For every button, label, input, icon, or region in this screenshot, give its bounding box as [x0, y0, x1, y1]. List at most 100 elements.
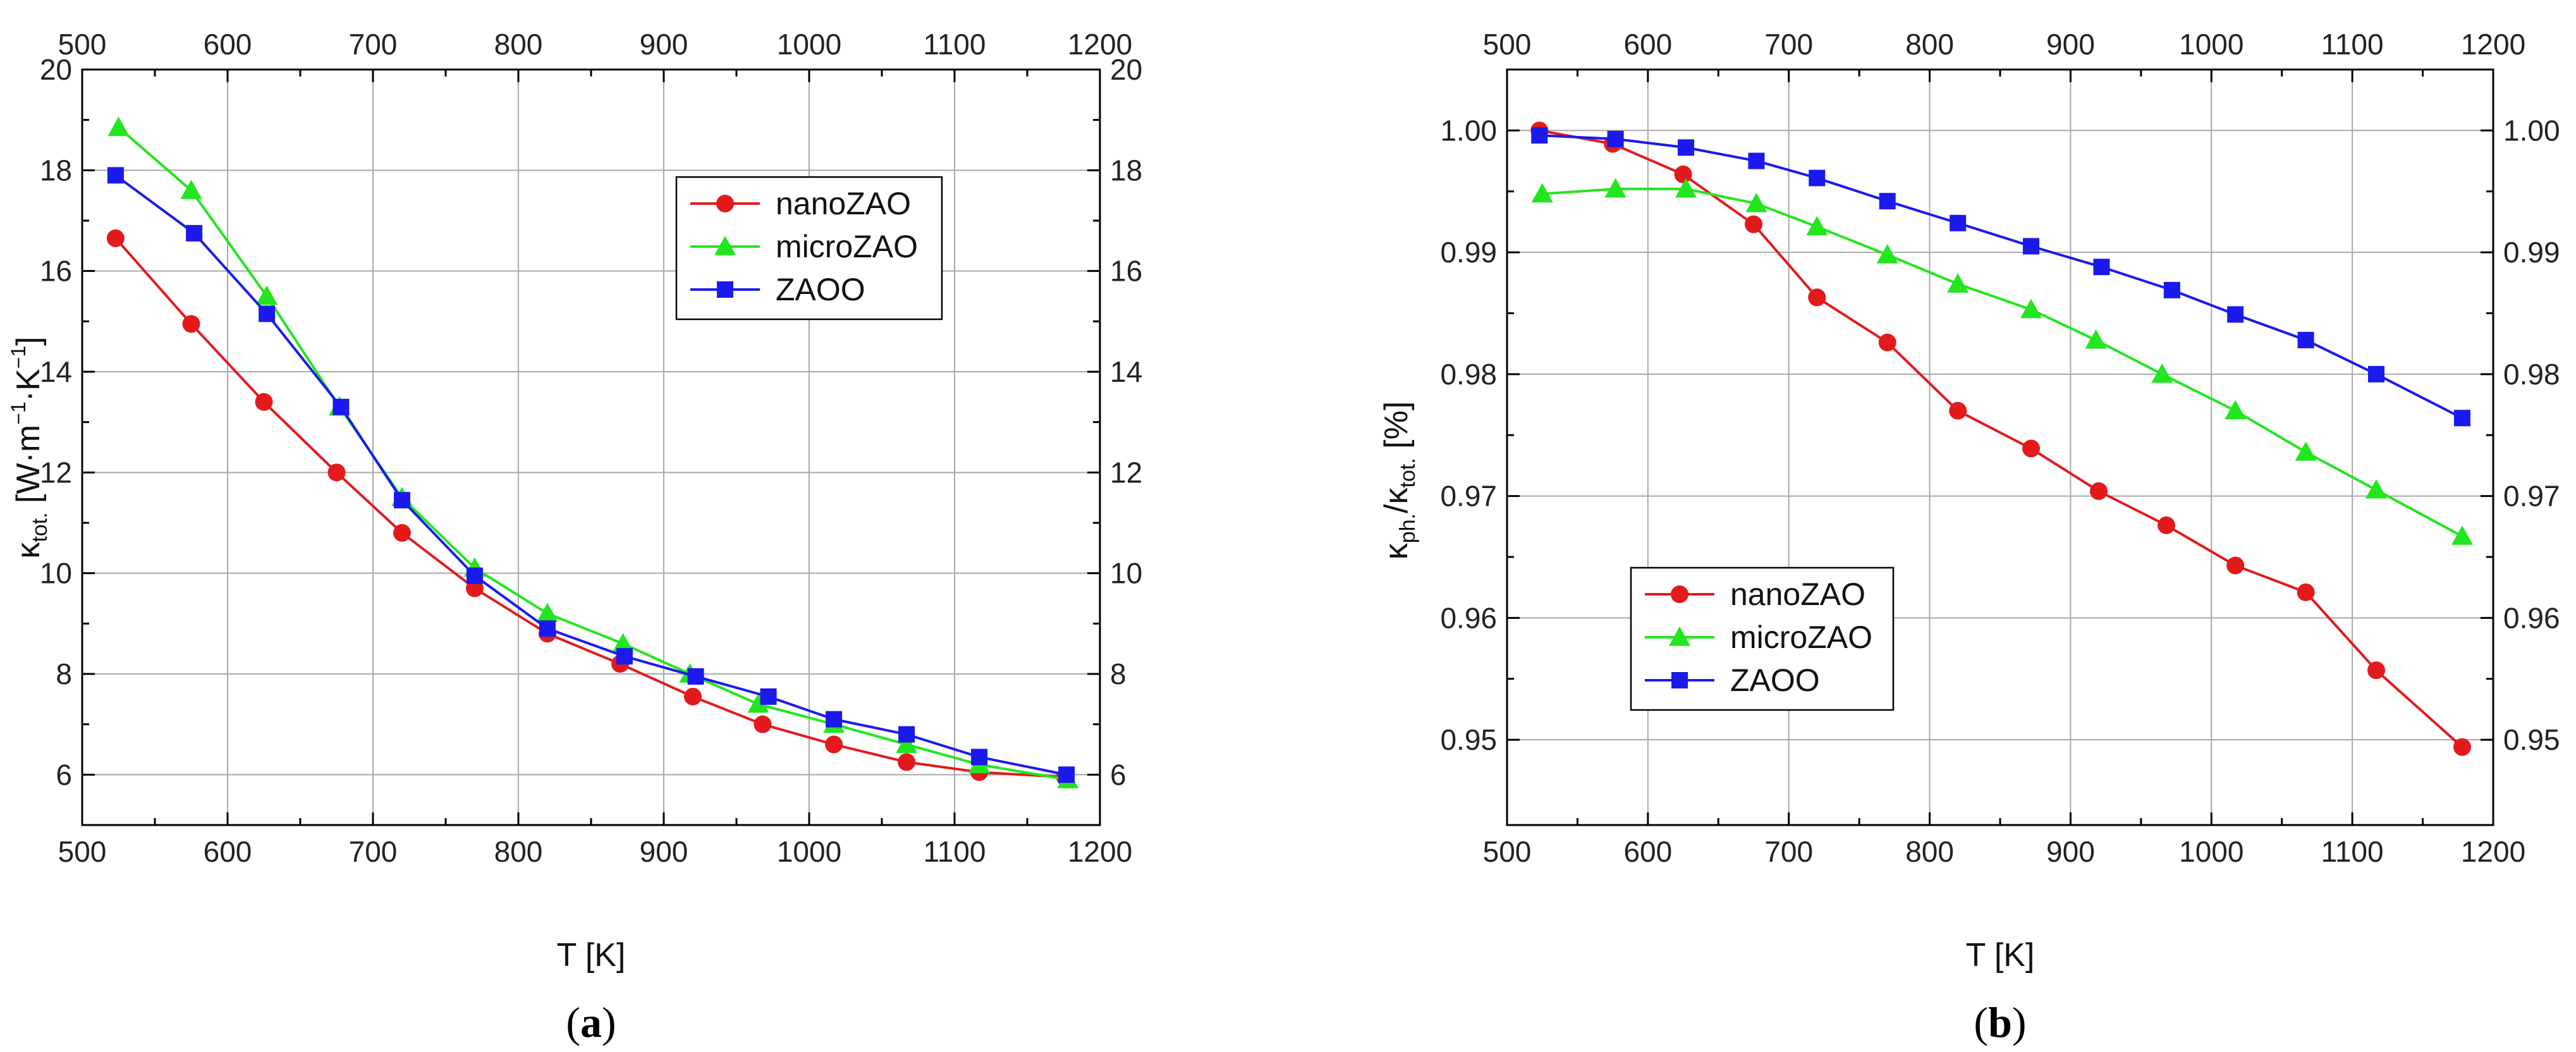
y-tick-label-right: 6	[1110, 758, 1126, 791]
y-axis-label: κtot. [W·m−1·K−1]	[7, 336, 52, 558]
x-tick-label-top: 900	[640, 28, 688, 61]
panel-letter-b: b	[1988, 998, 2012, 1046]
y-tick-label-right: 12	[1110, 456, 1142, 489]
data-point	[333, 398, 350, 415]
y-tick-label: 20	[40, 53, 72, 86]
series-line	[1539, 134, 2463, 420]
y-tick-label-right: 0.98	[2503, 358, 2560, 391]
y-tick-label-right: 8	[1110, 658, 1126, 690]
data-point	[747, 693, 769, 713]
series-line	[114, 174, 1067, 776]
ylabel-slash: /	[1378, 504, 1415, 513]
series-line	[114, 237, 1065, 779]
x-tick-label-top: 800	[494, 28, 543, 61]
x-tick-label-top: 600	[204, 28, 252, 61]
data-point	[539, 620, 556, 637]
data-point	[1806, 216, 1828, 236]
ylabel-unit-mid: ·K	[10, 369, 47, 401]
x-tick-label: 1200	[1068, 835, 1132, 868]
y-tick-label-right: 10	[1110, 557, 1142, 590]
series-line	[1539, 129, 2463, 749]
x-tick-label: 1100	[2321, 835, 2384, 868]
y-tick-label: 10	[40, 557, 72, 590]
y-tick-label: 0.99	[1440, 236, 1497, 269]
y-tick-label-right: 16	[1110, 255, 1142, 288]
x-tick-label: 1000	[2179, 835, 2243, 868]
legend: nanoZAO microZAO ZAOO	[1630, 566, 1895, 711]
y-tick-label: 12	[40, 456, 72, 489]
x-tick-label: 700	[1764, 835, 1813, 868]
data-point	[1748, 152, 1765, 169]
data-point	[1678, 139, 1695, 156]
data-point	[467, 567, 483, 584]
x-tick-label-top: 1000	[2179, 28, 2243, 61]
panel-letter-a: a	[580, 998, 602, 1046]
y-tick-label-right: 1.00	[2503, 114, 2560, 147]
data-point	[2453, 738, 2471, 756]
legend-marker	[716, 195, 734, 212]
series-ZAOO	[1531, 127, 2470, 427]
x-tick-label: 500	[58, 835, 107, 868]
ylabel-sub-num: ph.	[1396, 513, 1420, 543]
y-tick-label: 6	[56, 758, 72, 791]
y-tick-label-right: 0.95	[2503, 723, 2560, 756]
data-point	[182, 315, 200, 333]
data-point	[2022, 439, 2041, 458]
legend: nanoZAO microZAO ZAOO	[675, 176, 943, 321]
y-tick-label-right: 14	[1110, 355, 1142, 388]
data-point	[1876, 243, 1898, 264]
data-point	[259, 305, 276, 322]
data-point	[2451, 525, 2473, 545]
x-tick-label: 900	[2046, 835, 2095, 868]
y-tick-label: 8	[56, 658, 72, 690]
x-axis-label: T [K]	[557, 937, 626, 974]
data-point	[760, 688, 777, 705]
y-tick-label: 0.95	[1440, 723, 1497, 756]
y-tick-label: 1.00	[1440, 114, 1497, 147]
x-tick-label-top: 900	[2046, 28, 2095, 61]
data-point	[1745, 215, 1762, 233]
data-point	[1675, 178, 1697, 198]
data-point	[825, 735, 843, 754]
legend-box	[675, 176, 943, 321]
x-tick-label: 1100	[924, 835, 986, 868]
data-point	[180, 180, 202, 199]
data-point	[754, 715, 772, 733]
data-point	[896, 733, 918, 754]
y-tick-label: 16	[40, 255, 72, 288]
ylabel-exp2: −1	[7, 346, 30, 369]
data-point	[2453, 410, 2470, 427]
data-point	[2297, 583, 2315, 601]
legend-box	[1630, 566, 1895, 711]
data-point	[327, 463, 346, 482]
data-point	[2157, 516, 2175, 534]
data-point	[2163, 281, 2180, 298]
data-point	[106, 229, 125, 247]
ylabel-suffix: [%]	[1378, 401, 1415, 458]
ylabel-sub: tot.	[28, 512, 52, 542]
data-point	[2367, 661, 2386, 680]
data-point	[1531, 183, 1553, 203]
legend-marker	[1671, 585, 1688, 603]
x-tick-label: 500	[1483, 835, 1532, 868]
y-tick-label-right: 20	[1110, 53, 1142, 86]
data-point	[186, 224, 203, 242]
y-tick-label: 18	[40, 154, 72, 187]
x-tick-label: 900	[640, 835, 688, 868]
data-point	[2225, 400, 2247, 420]
panel-caption-b: (b)	[1974, 998, 2026, 1046]
legend-label: nanoZAO	[1730, 577, 1865, 612]
data-point	[971, 749, 988, 766]
x-tick-label-top: 700	[349, 28, 398, 61]
data-point	[2297, 331, 2314, 348]
data-point	[1808, 288, 1826, 307]
data-point	[2085, 329, 2107, 349]
ylabel-unit: [W·m	[10, 425, 47, 513]
data-point	[255, 393, 273, 411]
data-point	[1531, 127, 1548, 144]
data-point	[1950, 214, 1967, 231]
y-tick-label-right: 0.99	[2503, 236, 2560, 269]
x-tick-label: 1200	[2461, 835, 2525, 868]
ylabel-sub-den: tot.	[1396, 458, 1420, 487]
